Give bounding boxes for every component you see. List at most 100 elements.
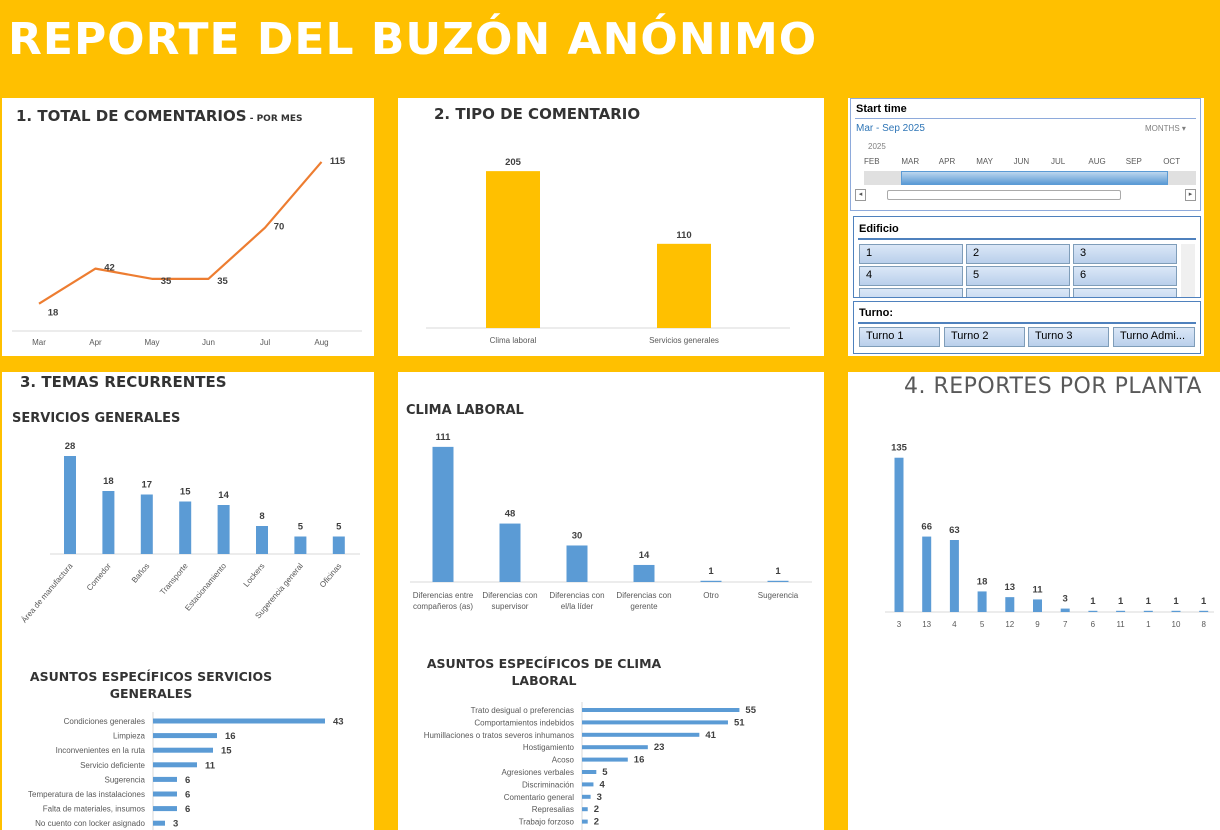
bar [102, 491, 115, 554]
bar [1143, 610, 1153, 612]
series-line [38, 161, 323, 305]
timeline-month-label[interactable]: AUG [1088, 157, 1106, 166]
data-label: 16 [225, 731, 236, 742]
bar [582, 807, 588, 812]
tick-label: Apr [89, 338, 102, 347]
timeline-year: 2025 [868, 142, 886, 151]
data-label: 15 [180, 487, 191, 498]
timeline-month-label[interactable]: SEP [1125, 157, 1142, 166]
edificio-item-partial[interactable] [1073, 288, 1177, 297]
tick-label: Lockers [242, 562, 267, 589]
edificio-item-1[interactable]: 1 [859, 244, 963, 264]
tick-label: 3 [897, 620, 902, 629]
chevron-down-icon: ▾ [1181, 124, 1186, 133]
timeline-month-label[interactable]: JUL [1051, 157, 1066, 166]
bar [633, 564, 655, 582]
tick-label: Oficinas [318, 562, 343, 590]
data-label: 5 [602, 767, 608, 778]
bar [432, 446, 454, 582]
panel-temas-recurrentes [2, 372, 374, 830]
bar [256, 526, 268, 554]
data-label: 8 [259, 511, 264, 522]
section-title-planta: 4. REPORTES POR PLANTA [904, 374, 1202, 399]
data-label: 111 [436, 432, 452, 443]
panel-clima-laboral [398, 372, 824, 830]
turno-divider [858, 322, 1196, 324]
tick-label: 4 [952, 620, 957, 629]
tick-label: Mar [32, 338, 46, 347]
bar [894, 457, 904, 612]
scroll-right-icon[interactable]: ▸ [1185, 189, 1196, 201]
tick-label: 12 [1005, 620, 1014, 629]
data-label: 42 [104, 263, 115, 274]
timeline-slicer[interactable]: Start time Mar - Sep 2025 MONTHS ▾ 2025 … [850, 98, 1201, 211]
turno-item-2[interactable]: Turno 2 [944, 327, 1025, 347]
data-label: 115 [330, 156, 346, 167]
bar [153, 791, 177, 797]
timeline-month-label[interactable]: FEB [864, 157, 880, 166]
edificio-slicer: Edificio 1 2 3 4 5 6 [853, 216, 1201, 298]
section-title-total: 1. TOTAL DE COMENTARIOS - POR MES [16, 107, 302, 125]
bar [977, 591, 987, 612]
data-label: 135 [891, 443, 908, 454]
data-label: 6 [185, 775, 190, 786]
tick-label: 6 [1091, 620, 1096, 629]
page-title: REPORTE DEL BUZÓN ANÓNIMO [8, 14, 818, 65]
tick-label: Jul [260, 338, 270, 347]
timeline-selection-bar[interactable] [901, 171, 1168, 185]
edificio-item-partial[interactable] [966, 288, 1070, 297]
data-label: 35 [217, 276, 228, 287]
edificio-scrollbar[interactable] [1181, 244, 1195, 297]
bar [582, 794, 591, 799]
data-label: 13 [1005, 582, 1016, 593]
bar [64, 456, 76, 554]
asuntos-cl-title-line1: ASUNTOS ESPECÍFICOS DE CLIMA [426, 656, 662, 671]
timeline-month-label[interactable]: JUN [1013, 157, 1030, 166]
turno-item-1[interactable]: Turno 1 [859, 327, 940, 347]
edificio-item-3[interactable]: 3 [1073, 244, 1177, 264]
timeline-scrollbar[interactable] [887, 190, 1121, 200]
bar [582, 720, 728, 725]
edificio-item-2[interactable]: 2 [966, 244, 1070, 264]
tick-label: Diferencias con [616, 591, 671, 600]
data-label: 55 [745, 705, 756, 716]
edificio-item-partial[interactable] [859, 288, 963, 297]
data-label: 17 [142, 480, 153, 491]
section-title-temas: 3. TEMAS RECURRENTES [20, 373, 227, 391]
bar [153, 733, 217, 739]
chart-tipo-comentario: 205 Clima laboral 110 Servicios generales [426, 157, 790, 345]
tick-label: Clima laboral [490, 336, 537, 345]
bar [153, 718, 325, 724]
timeline-level-dropdown[interactable]: MONTHS ▾ [1145, 124, 1186, 133]
bar [153, 806, 177, 812]
timeline-month-label[interactable]: MAR [901, 157, 920, 166]
data-label: 1 [775, 566, 781, 577]
bar [582, 757, 628, 762]
tick-label: Transporte [158, 561, 190, 597]
data-label: 51 [734, 717, 745, 728]
timeline-month-label[interactable]: APR [938, 157, 956, 166]
bar [582, 770, 597, 774]
timeline-month-label[interactable]: OCT [1163, 157, 1181, 166]
data-label: 63 [949, 525, 960, 536]
timeline-month-label[interactable]: MAY [976, 157, 993, 166]
turno-item-admin[interactable]: Turno Admi... [1113, 327, 1195, 347]
data-label: 18 [48, 308, 59, 319]
data-label: 1 [1173, 596, 1179, 607]
bar [922, 536, 932, 612]
tick-label: Servicios generales [649, 336, 719, 345]
chart-asuntos-servicios: 43 Condiciones generales 16 Limpieza 15 Incon… [28, 712, 344, 830]
tick-label: Baños [130, 562, 151, 585]
tick-label: No cuento con locker asignado [35, 819, 145, 828]
edificio-item-5[interactable]: 5 [966, 266, 1070, 286]
edificio-item-6[interactable]: 6 [1073, 266, 1177, 286]
tick-label: Comentario general [504, 793, 574, 802]
bar [1199, 610, 1209, 612]
edificio-item-4[interactable]: 4 [859, 266, 963, 286]
turno-item-3[interactable]: Turno 3 [1028, 327, 1109, 347]
scroll-left-icon[interactable]: ◂ [855, 189, 866, 201]
bar [332, 536, 345, 554]
data-label: 11 [205, 760, 216, 771]
turno-slicer: Turno: Turno 1 Turno 2 Turno 3 Turno Adm… [853, 301, 1201, 354]
chart-total-por-mes: 18 Mar 42 Apr 35 May 35 Jun 70 Jul 115 Aug [12, 156, 362, 347]
